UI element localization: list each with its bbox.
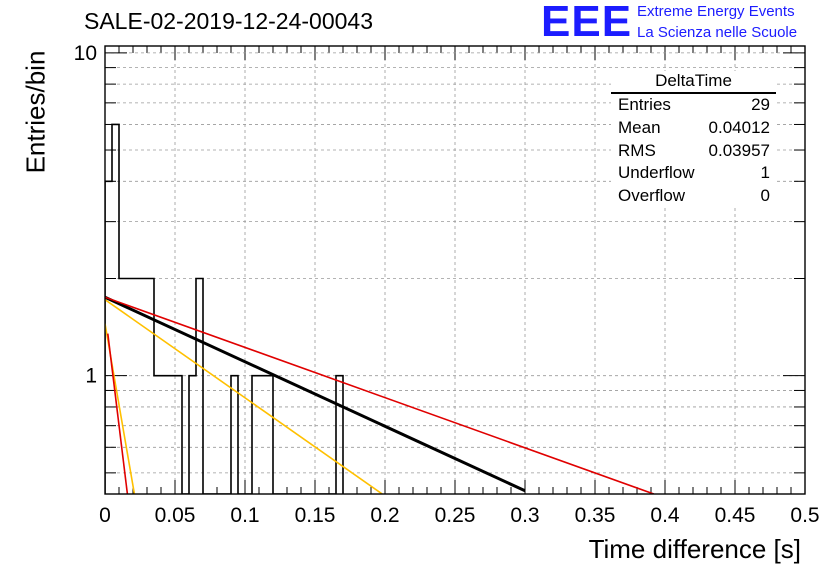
stats-label: Overflow <box>618 186 686 206</box>
y-tick-label: 10 <box>74 42 97 65</box>
brand-logo: EEE <box>541 0 633 46</box>
page-title: SALE-02-2019-12-24-00043 <box>84 8 373 34</box>
stats-label: Entries <box>618 95 671 114</box>
fit-curve <box>107 333 129 494</box>
stats-row-mean: Mean 0.04012 <box>611 117 776 140</box>
stats-row-rms: RMS 0.03957 <box>611 140 776 163</box>
x-tick-label: 0.1 <box>230 504 259 527</box>
stats-label: RMS <box>618 140 656 160</box>
stats-value: 29 <box>751 95 770 114</box>
x-tick-label: 0.05 <box>155 504 196 527</box>
stats-value: 0 <box>760 186 770 206</box>
x-tick-label: 0 <box>99 504 111 527</box>
x-tick-label: 0.2 <box>370 504 399 527</box>
y-tick-label: 1 <box>85 365 97 388</box>
x-tick-label: 0.15 <box>295 504 336 527</box>
x-tick-label: 0.3 <box>510 504 539 527</box>
stats-box: DeltaTime Entries 29 Mean 0.04012 RMS 0.… <box>611 71 776 208</box>
y-axis-label: Entries/bin <box>20 50 51 174</box>
brand-line-2: La Scienza nelle Scuole <box>637 24 798 41</box>
fit-curve <box>105 298 383 494</box>
stats-value: 1 <box>760 163 770 183</box>
stats-row-overflow: Overflow 0 <box>611 185 776 208</box>
fit-curve <box>105 296 655 494</box>
stats-row-underflow: Underflow 1 <box>611 162 776 185</box>
stats-row-entries: Entries 29 <box>611 94 776 117</box>
x-tick-label: 0.35 <box>575 504 616 527</box>
brand-line-1: Extreme Energy Events <box>637 3 795 20</box>
stats-value: 0.03957 <box>708 140 770 160</box>
x-tick-label: 0.45 <box>715 504 756 527</box>
fit-curve <box>105 295 526 493</box>
x-tick-label: 0.25 <box>435 504 476 527</box>
stats-label: Mean <box>618 117 661 137</box>
x-axis-label: Time difference [s] <box>588 534 801 564</box>
stats-title: DeltaTime <box>611 71 776 94</box>
stats-value: 0.04012 <box>708 117 770 137</box>
x-tick-label: 0.5 <box>790 504 819 527</box>
plot-frame <box>104 45 806 495</box>
x-tick-label: 0.4 <box>650 504 680 527</box>
stats-label: Underflow <box>618 163 695 183</box>
